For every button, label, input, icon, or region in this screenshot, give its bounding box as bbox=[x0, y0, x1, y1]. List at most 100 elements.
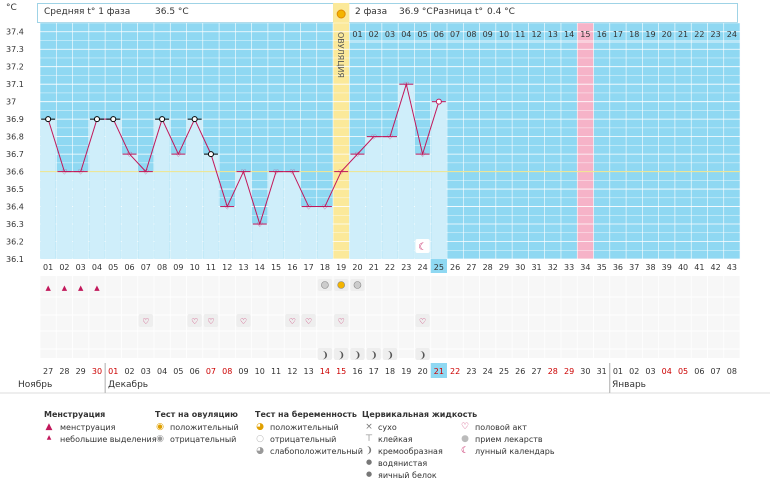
date-label: 13 bbox=[304, 367, 314, 376]
phase2-day-label: 05 bbox=[417, 30, 427, 39]
temp-bar bbox=[89, 119, 105, 259]
phase2-day-label: 24 bbox=[727, 30, 737, 39]
temp-point-heart: ♡ bbox=[126, 151, 132, 159]
y-tick-label: 36.8 bbox=[6, 133, 24, 142]
heart-icon: ♡ bbox=[289, 317, 296, 326]
phase2-day-label: 01 bbox=[352, 30, 362, 39]
temp-bar bbox=[121, 154, 138, 259]
phase2-day-label: 22 bbox=[694, 30, 704, 39]
diff-label: Разница t° bbox=[433, 7, 483, 17]
temp-bar bbox=[73, 171, 89, 259]
temp-bar bbox=[382, 136, 398, 259]
temp-bar bbox=[268, 171, 284, 259]
cycle-day-label: 31 bbox=[531, 263, 541, 272]
preg-positive-icon: ◕ bbox=[256, 422, 264, 432]
drop-icon: ▲ bbox=[78, 284, 84, 292]
heart-icon: ♡ bbox=[419, 317, 426, 326]
heart-icon: ♡ bbox=[305, 317, 312, 326]
cycle-day-label: 12 bbox=[222, 263, 232, 272]
date-label: 21 bbox=[434, 367, 444, 376]
cycle-day-label: 34 bbox=[580, 263, 590, 272]
temp-point bbox=[110, 116, 117, 123]
month-dec: Декабрь bbox=[108, 380, 149, 390]
heart-icon: ♡ bbox=[460, 422, 470, 432]
heart-icon: ♡ bbox=[207, 317, 214, 326]
phase1-value: 36.5 °C bbox=[155, 7, 189, 17]
diff-value: 0.4 °C bbox=[487, 7, 515, 17]
heart-cell bbox=[187, 314, 202, 327]
events-area bbox=[40, 276, 741, 358]
phase2-day-label: 23 bbox=[711, 30, 721, 39]
phase2-day-label: 10 bbox=[499, 30, 509, 39]
phase2-day-label: 07 bbox=[450, 30, 460, 39]
cycle-day-label: 24 bbox=[417, 263, 427, 272]
cycle-day-label: 10 bbox=[190, 263, 200, 272]
highlight-day-column bbox=[577, 23, 594, 259]
heart-cell bbox=[415, 314, 430, 327]
temp-bar bbox=[300, 206, 317, 259]
y-tick-label: 37.3 bbox=[6, 45, 24, 54]
temp-point bbox=[191, 116, 198, 123]
date-label: 10 bbox=[255, 367, 265, 376]
temp-point bbox=[159, 116, 166, 123]
y-tick-label: 36.6 bbox=[6, 168, 24, 177]
phase2-day-label: 15 bbox=[580, 30, 590, 39]
cycle-day-label: 23 bbox=[401, 263, 411, 272]
legend-eggwhite: яичный белок bbox=[378, 471, 437, 480]
temp-bar bbox=[219, 206, 235, 259]
temp-point-heart: ♡ bbox=[403, 81, 409, 89]
cycle-day-label: 35 bbox=[597, 263, 607, 272]
date-label: 05 bbox=[173, 367, 183, 376]
test-negative-icon bbox=[321, 281, 329, 289]
current-day-highlight bbox=[430, 259, 447, 273]
temp-point-heart: ♡ bbox=[257, 221, 263, 229]
cycle-day-label: 36 bbox=[613, 263, 623, 272]
date-label: 16 bbox=[352, 367, 362, 376]
cycle-day-label: 08 bbox=[157, 263, 167, 272]
temp-point-heart: ♡ bbox=[240, 169, 246, 177]
heart-cell bbox=[138, 314, 153, 327]
legend-preg-pos: положительный bbox=[270, 423, 339, 432]
drop-icon: ▲ bbox=[62, 284, 68, 292]
phase2-day-label: 18 bbox=[629, 30, 639, 39]
cycle-day-label: 28 bbox=[483, 263, 493, 272]
date-label: 01 bbox=[613, 367, 623, 376]
temp-bar bbox=[56, 171, 73, 259]
sticky-icon: ⊤ bbox=[365, 434, 373, 444]
cycle-day-label: 32 bbox=[548, 263, 558, 272]
phase2-day-label: 09 bbox=[483, 30, 493, 39]
cycle-day-label: 42 bbox=[711, 263, 721, 272]
temp-point-heart: ♡ bbox=[354, 151, 360, 159]
temp-point-heart: ♡ bbox=[338, 169, 344, 177]
temp-bar bbox=[431, 101, 447, 260]
temp-bar bbox=[284, 171, 300, 259]
legend-sticky: клейкая bbox=[378, 435, 413, 444]
y-tick-label: 37.1 bbox=[6, 80, 24, 89]
temp-point-heart: ♡ bbox=[419, 151, 425, 159]
heart-icon: ♡ bbox=[142, 317, 149, 326]
test-positive-icon: ◉ bbox=[156, 422, 164, 432]
phase2-day-label: 16 bbox=[597, 30, 607, 39]
mucus-cell bbox=[382, 348, 398, 360]
cycle-day-label: 03 bbox=[76, 263, 86, 272]
mucus-cell bbox=[334, 348, 349, 360]
creamy-icon: ❩ bbox=[419, 351, 427, 361]
date-label: 08 bbox=[727, 367, 737, 376]
temp-point bbox=[435, 98, 442, 105]
date-label: 27 bbox=[531, 367, 541, 376]
temp-point bbox=[45, 116, 52, 123]
y-tick-label: 36.2 bbox=[6, 238, 24, 247]
legend-pill: прием лекарств bbox=[475, 435, 543, 444]
temp-point-heart: ♡ bbox=[143, 169, 149, 177]
cycle-day-label: 25 bbox=[434, 263, 444, 272]
date-label: 24 bbox=[483, 367, 493, 376]
y-tick-label: 36.7 bbox=[6, 150, 24, 159]
date-label: 06 bbox=[694, 367, 704, 376]
mucus-cell bbox=[350, 348, 365, 360]
heart-icon: ♡ bbox=[240, 317, 247, 326]
cycle-day-label: 15 bbox=[271, 263, 281, 272]
temp-bar bbox=[235, 171, 252, 259]
temp-point-heart: ♡ bbox=[273, 169, 279, 177]
date-label: 04 bbox=[157, 367, 167, 376]
phase2-day-label: 19 bbox=[645, 30, 655, 39]
